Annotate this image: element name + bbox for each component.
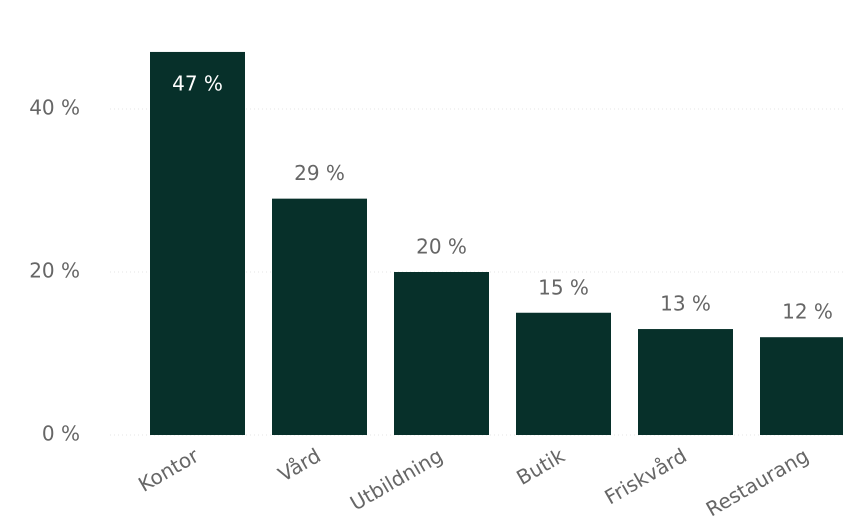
y-tick-label: 40 %: [29, 96, 80, 120]
bar: [150, 51, 245, 435]
y-tick-label: 20 %: [29, 259, 80, 283]
x-tick-label: Kontor: [134, 443, 203, 497]
data-label: 47 %: [172, 71, 223, 95]
y-tick-label: 0 %: [42, 422, 80, 446]
bar: [394, 272, 489, 435]
bar: [272, 198, 367, 435]
x-tick-label: Butik: [512, 443, 569, 490]
bar: [760, 337, 843, 435]
data-label: 12 %: [782, 300, 833, 324]
x-tick-label: Vård: [274, 443, 325, 486]
bar: [638, 329, 733, 435]
data-label: 13 %: [660, 292, 711, 316]
x-tick-label: Restaurang: [702, 443, 813, 521]
data-label: 20 %: [416, 235, 467, 259]
data-label: 15 %: [538, 275, 589, 299]
data-label: 29 %: [294, 161, 345, 185]
x-tick-label: Friskvård: [600, 443, 690, 509]
x-tick-label: Utbildning: [346, 443, 447, 515]
bar: [516, 312, 611, 435]
